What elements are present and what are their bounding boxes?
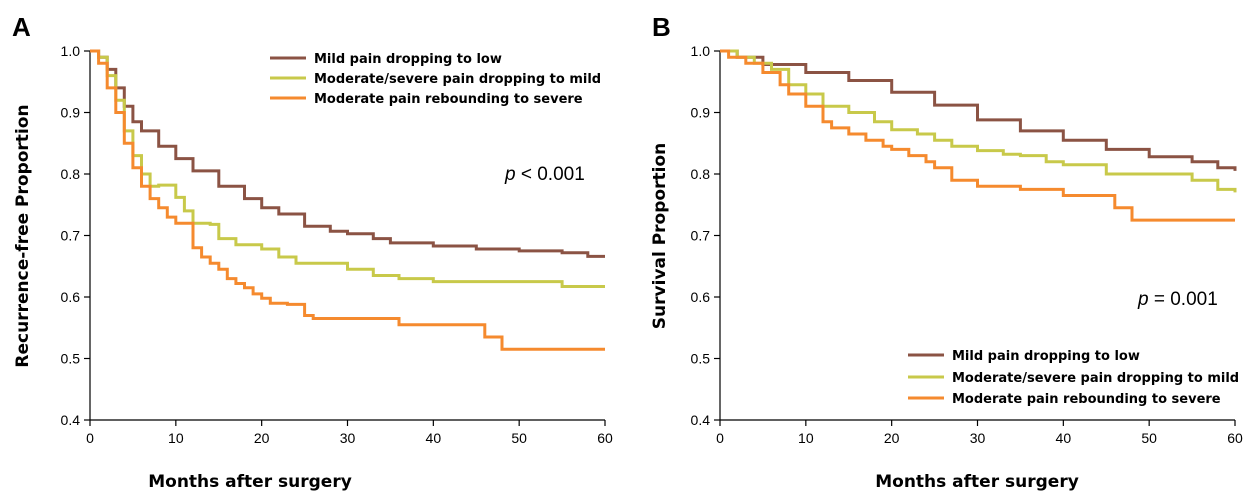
legend-label: Moderate pain rebounding to severe <box>952 392 1221 407</box>
legend-label: Mild pain dropping to low <box>314 52 502 67</box>
panel-a: A 0 10 20 30 40 50 60 0.4 0.5 0.6 0.7 0.8 0.9 1.0 Mon… <box>12 12 613 492</box>
y-tick-label: 0.4 <box>691 412 711 428</box>
x-tick-label: 20 <box>884 430 900 446</box>
y-tick-label: 0.5 <box>691 351 711 367</box>
series-curve <box>90 49 605 351</box>
legend: Mild pain dropping to low Moderate/sever… <box>908 349 1239 407</box>
curves <box>720 49 1237 222</box>
y-axis-title: Survival Proportion <box>650 143 670 329</box>
y-axis-title: Recurrence-free Proportion <box>13 104 33 367</box>
axes: 0 10 20 30 40 50 60 0.4 0.5 0.6 0.7 0.8 0.9 1.0 <box>61 43 613 446</box>
y-tick-label: 0.7 <box>691 228 711 244</box>
x-tick-label: 10 <box>168 430 184 446</box>
axes: 0 10 20 30 40 50 60 0.4 0.5 0.6 0.7 0.8 0.9 1.0 <box>691 43 1243 446</box>
y-tick-label: 0.8 <box>691 166 711 182</box>
p-symbol: p <box>1137 289 1149 310</box>
x-tick-label: 60 <box>597 430 613 446</box>
x-tick-label: 30 <box>340 430 356 446</box>
x-tick-label: 40 <box>1056 430 1072 446</box>
y-tick-label: 0.6 <box>691 289 711 305</box>
legend-label: Moderate/severe pain dropping to mild <box>952 371 1239 386</box>
series-curve <box>720 49 1237 193</box>
p-value-text: = 0.001 <box>1149 289 1218 310</box>
series-curve <box>720 49 1235 222</box>
y-tick-label: 0.4 <box>61 412 81 428</box>
p-value-annotation: p = 0.001 <box>1137 289 1218 310</box>
y-tick-label: 0.9 <box>61 105 81 121</box>
y-tick-label: 0.7 <box>61 228 81 244</box>
legend-label: Moderate/severe pain dropping to mild <box>314 72 601 87</box>
p-value-annotation: p < 0.001 <box>504 164 585 185</box>
p-value-text: < 0.001 <box>516 164 585 185</box>
legend-label: Mild pain dropping to low <box>952 349 1140 364</box>
curves <box>90 49 605 351</box>
panel-b: B 0 10 20 30 40 50 60 0.4 0.5 0.6 0.7 0.8 0.9 1.0 Mon… <box>650 12 1243 492</box>
legend-label: Moderate pain rebounding to severe <box>314 92 583 107</box>
y-tick-label: 0.6 <box>61 289 81 305</box>
y-tick-label: 1.0 <box>691 43 711 59</box>
x-tick-label: 0 <box>716 430 724 446</box>
x-axis-title: Months after surgery <box>875 472 1079 492</box>
series-curve <box>720 49 1237 171</box>
x-tick-label: 10 <box>798 430 814 446</box>
y-tick-label: 0.5 <box>61 351 81 367</box>
x-tick-label: 60 <box>1227 430 1243 446</box>
p-symbol: p <box>504 164 516 185</box>
x-tick-label: 50 <box>1141 430 1157 446</box>
panel-label: A <box>12 12 31 42</box>
x-tick-label: 50 <box>511 430 527 446</box>
x-tick-label: 0 <box>86 430 94 446</box>
y-tick-label: 1.0 <box>61 43 81 59</box>
x-tick-label: 40 <box>426 430 442 446</box>
legend: Mild pain dropping to low Moderate/sever… <box>270 52 601 107</box>
panel-label: B <box>652 12 671 42</box>
y-tick-label: 0.9 <box>691 105 711 121</box>
x-tick-label: 30 <box>970 430 986 446</box>
x-tick-label: 20 <box>254 430 270 446</box>
x-axis-title: Months after surgery <box>148 472 352 492</box>
y-tick-label: 0.8 <box>61 166 81 182</box>
